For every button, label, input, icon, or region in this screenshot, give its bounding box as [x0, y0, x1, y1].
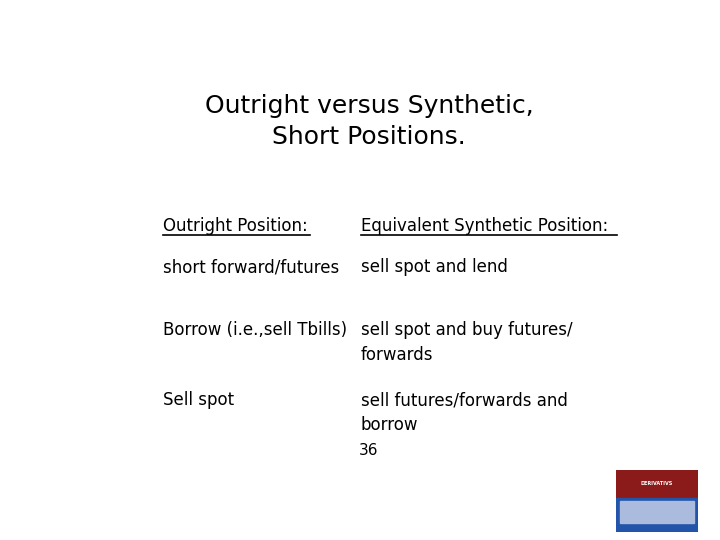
Text: 36: 36 — [359, 443, 379, 458]
Text: Sell spot: Sell spot — [163, 391, 234, 409]
Bar — [616, 470, 698, 498]
Text: Outright Position:: Outright Position: — [163, 217, 307, 234]
Text: Borrow (i.e.,sell Tbills): Borrow (i.e.,sell Tbills) — [163, 321, 346, 339]
Bar — [620, 501, 694, 523]
Text: short forward/futures: short forward/futures — [163, 258, 339, 276]
Text: Equivalent Synthetic Position:: Equivalent Synthetic Position: — [361, 217, 608, 234]
Text: sell spot and buy futures/
forwards: sell spot and buy futures/ forwards — [361, 321, 572, 363]
Text: sell spot and lend: sell spot and lend — [361, 258, 508, 276]
Bar — [616, 498, 698, 532]
Text: Outright versus Synthetic,
Short Positions.: Outright versus Synthetic, Short Positio… — [204, 94, 534, 148]
Text: sell futures/forwards and
borrow: sell futures/forwards and borrow — [361, 391, 567, 434]
Text: DERIVATIVS: DERIVATIVS — [641, 481, 673, 486]
